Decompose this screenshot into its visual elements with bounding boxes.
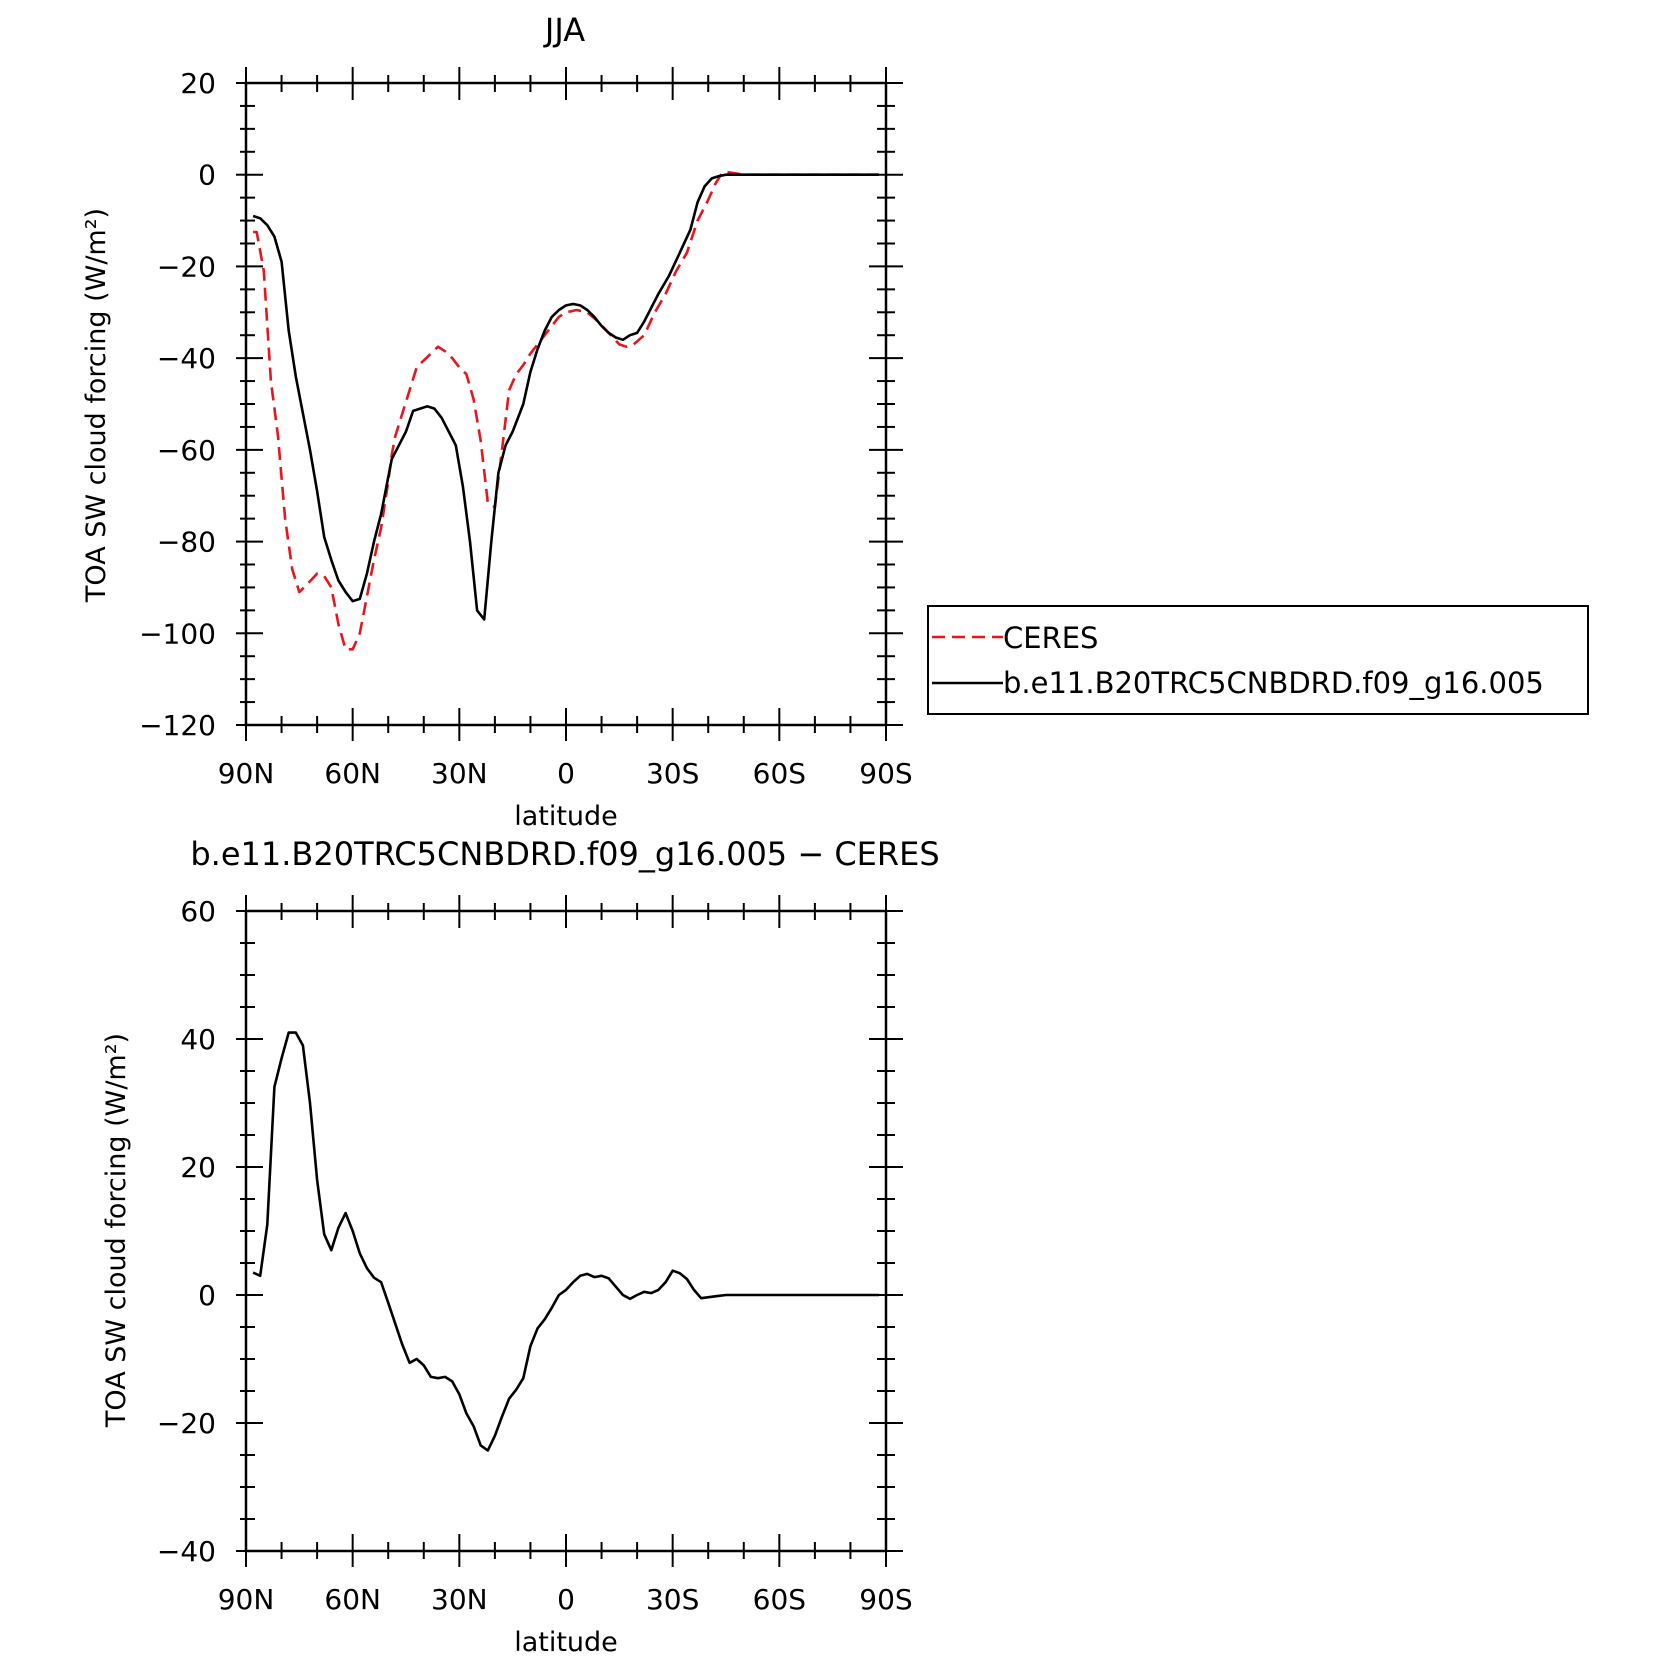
y-axis-title: TOA SW cloud forcing (W/m²) (101, 1033, 132, 1428)
x-tick-label: 60N (324, 757, 381, 790)
y-tick-label: 0 (198, 159, 216, 192)
y-tick-label: −20 (157, 1407, 216, 1440)
y-tick-label: −40 (157, 342, 216, 375)
plot-frame (244, 81, 888, 727)
x-tick-label: 30N (431, 757, 488, 790)
x-tick-labels: 90N 60N 30N 0 30S 60S 90S (218, 1583, 913, 1616)
x-tick-label: 90N (218, 1583, 275, 1616)
plot-frame (244, 909, 888, 1553)
x-tick-label: 60S (753, 757, 806, 790)
y-tick-label: −120 (139, 709, 216, 742)
y-tick-label: −60 (157, 434, 216, 467)
panel-seasonal-mean: JJA 20 0 −20 −40 −60 −80 −100 −120 90N 60N 30N 0 30… (81, 11, 1589, 832)
y-tick-label: 0 (198, 1279, 216, 1312)
legend-label-model: b.e11.B20TRC5CNBDRD.f09_g16.005 (1003, 666, 1544, 700)
x-axis-title: latitude (514, 1627, 618, 1658)
y-tick-label: −80 (157, 526, 216, 559)
series-line-ceres (253, 171, 879, 651)
y-tick-label: 20 (180, 1151, 216, 1184)
y-tick-labels: 20 0 −20 −40 −60 −80 −100 −120 (139, 67, 216, 742)
x-tick-label: 60N (324, 1583, 381, 1616)
x-axis-title: latitude (514, 801, 618, 832)
x-tick-label: 60S (753, 1583, 806, 1616)
y-tick-label: 40 (180, 1023, 216, 1056)
x-tick-labels: 90N 60N 30N 0 30S 60S 90S (218, 757, 913, 790)
series-line-model (252, 1031, 879, 1452)
legend-box (927, 605, 1589, 715)
panel-difference: b.e11.B20TRC5CNBDRD.f09_g16.005 − CERES … (101, 835, 940, 1658)
x-tick-label: 90S (859, 1583, 912, 1616)
legend: CERES b.e11.B20TRC5CNBDRD.f09_g16.005 (927, 605, 1589, 715)
y-tick-label: −40 (157, 1535, 216, 1568)
y-tick-label: 20 (180, 67, 216, 100)
x-tick-label: 0 (557, 757, 575, 790)
y-tick-label: 60 (180, 895, 216, 928)
axis-ticks (236, 67, 903, 741)
x-tick-label: 90N (218, 757, 275, 790)
x-tick-label: 30N (431, 1583, 488, 1616)
y-tick-label: −20 (157, 250, 216, 283)
panel-title: JJA (543, 11, 585, 49)
series-line-model (252, 173, 879, 621)
x-tick-label: 30S (646, 1583, 699, 1616)
plot-lines (252, 171, 879, 651)
y-tick-label: −100 (139, 617, 216, 650)
x-tick-label: 0 (557, 1583, 575, 1616)
legend-label-ceres: CERES (1003, 621, 1098, 655)
x-tick-label: 90S (859, 757, 912, 790)
panel-title: b.e11.B20TRC5CNBDRD.f09_g16.005 − CERES (190, 835, 939, 873)
x-tick-label: 30S (646, 757, 699, 790)
y-tick-labels: 60 40 20 0 −20 −40 (157, 895, 216, 1568)
plot-lines (252, 1031, 879, 1452)
y-axis-title: TOA SW cloud forcing (W/m²) (81, 208, 112, 603)
